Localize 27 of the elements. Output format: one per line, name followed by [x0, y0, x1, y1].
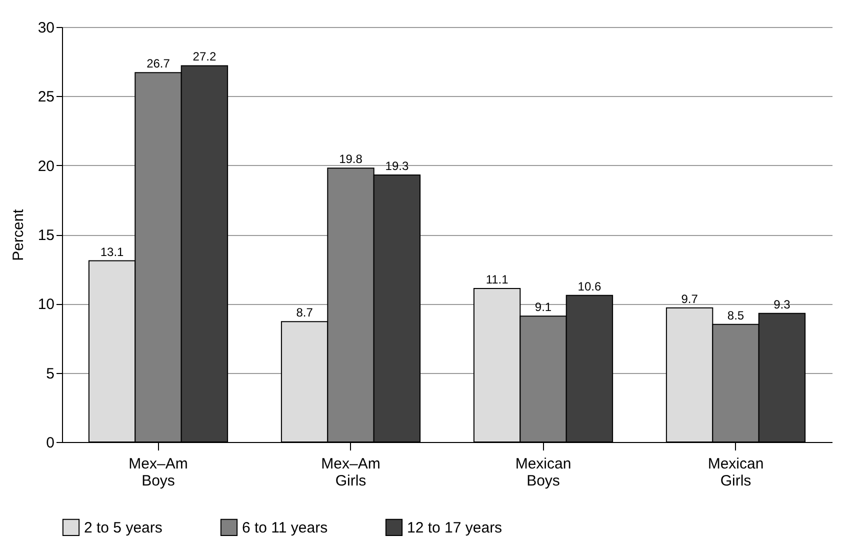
data-label: 19.8 — [339, 152, 363, 166]
x-tick-label: Mexican Girls — [708, 456, 764, 490]
data-label: 11.1 — [486, 272, 509, 286]
y-tick-label: 20 — [38, 158, 54, 175]
y-tick-label: 10 — [38, 296, 54, 314]
data-label: 13.1 — [100, 244, 124, 259]
data-label: 10.6 — [578, 279, 602, 294]
y-tick-label: 25 — [38, 88, 54, 106]
legend-label: 12 to 17 years — [407, 519, 502, 536]
data-label: 19.3 — [385, 159, 409, 174]
data-label: 8.5 — [727, 308, 744, 322]
data-label: 27.2 — [192, 50, 216, 64]
y-tick-label: 0 — [46, 434, 54, 452]
y-tick-label: 5 — [46, 365, 54, 382]
x-tick-label: Mex–Am Girls — [321, 456, 380, 490]
data-label: 26.7 — [146, 56, 170, 71]
legend-label: 6 to 11 years — [242, 519, 328, 536]
data-label: 9.7 — [681, 292, 698, 306]
y-tick-label: 30 — [38, 20, 54, 36]
legend-label: 2 to 5 years — [84, 519, 162, 536]
data-label: 9.3 — [774, 297, 791, 312]
y-tick-label: 15 — [38, 227, 54, 244]
x-tick-label: Mex–Am Boys — [128, 456, 188, 490]
data-label: 9.1 — [534, 300, 552, 314]
y-axis-title: Percent — [10, 208, 27, 261]
x-tick-label: Mexican Boys — [515, 456, 572, 490]
data-label: 8.7 — [296, 306, 314, 320]
